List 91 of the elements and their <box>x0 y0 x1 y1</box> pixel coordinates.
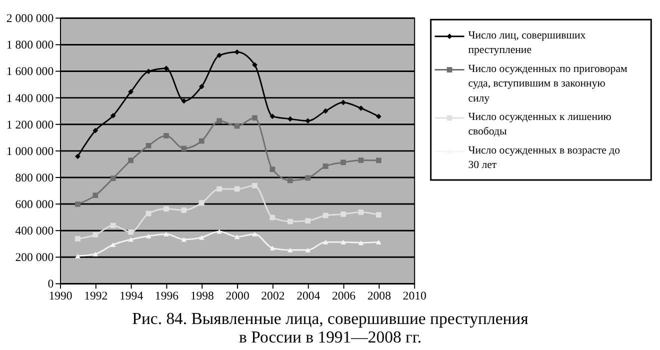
point <box>340 211 346 217</box>
y-tick-label: 1 200 000 <box>6 117 54 132</box>
point <box>110 176 116 182</box>
y-tick-label: 800 000 <box>15 170 54 184</box>
point <box>181 237 187 242</box>
point <box>75 236 80 242</box>
point <box>252 62 258 68</box>
x-tick-label: 2006 <box>332 288 356 302</box>
point <box>110 222 116 228</box>
point <box>340 160 346 166</box>
legend-label: Число осужденных к лишению свободы <box>468 110 612 138</box>
point <box>252 232 258 236</box>
y-tick-label: 0 <box>48 276 54 291</box>
point <box>287 178 293 184</box>
point <box>128 237 134 242</box>
point <box>92 232 98 238</box>
point <box>322 108 328 114</box>
point <box>270 114 276 120</box>
legend-label: Число лиц, совершивших преступление <box>468 29 586 56</box>
point <box>305 218 311 224</box>
point <box>75 254 80 258</box>
point <box>358 240 364 246</box>
point <box>234 234 240 240</box>
point <box>216 52 222 58</box>
x-tick-label: 2000 <box>226 288 250 302</box>
point <box>110 242 116 248</box>
point <box>358 158 364 163</box>
y-tick-label: 600 000 <box>15 196 54 211</box>
point <box>181 146 187 152</box>
point <box>252 115 258 121</box>
point <box>128 158 134 164</box>
y-tick-label: 1 000 000 <box>6 144 54 158</box>
point <box>376 114 382 120</box>
point <box>305 248 311 252</box>
point <box>92 128 98 134</box>
y-tick-label: 200 000 <box>15 250 54 264</box>
point <box>287 218 293 224</box>
x-tick-label: 1996 <box>154 288 179 302</box>
point <box>181 208 187 213</box>
point <box>376 212 382 218</box>
x-tick-label: 2010 <box>402 288 426 302</box>
point <box>164 206 169 212</box>
point <box>322 240 328 244</box>
point <box>358 209 364 215</box>
point <box>198 200 204 206</box>
point <box>164 133 169 138</box>
point <box>128 229 134 235</box>
point <box>287 116 293 122</box>
point <box>110 112 116 118</box>
point <box>198 84 204 90</box>
point <box>146 234 152 238</box>
point <box>198 235 204 240</box>
point <box>376 240 382 244</box>
legend-label: Число осужденных в возрасте до 30 лет <box>468 144 620 172</box>
x-tick-label: 1992 <box>84 288 108 302</box>
point <box>92 192 98 198</box>
point <box>216 229 222 234</box>
x-tick-label: 2002 <box>261 288 285 302</box>
point <box>128 89 134 94</box>
y-tick-label: 1 400 000 <box>6 90 54 105</box>
point <box>287 248 293 252</box>
point <box>216 186 222 192</box>
legend-label: Число осужденных по приговорам суда, вступившим в законную силу <box>468 62 628 104</box>
x-tick-label: 1998 <box>190 288 214 302</box>
point <box>198 138 204 144</box>
x-tick-label: 1994 <box>120 288 144 302</box>
point <box>75 154 80 160</box>
point <box>358 106 364 111</box>
point <box>92 252 98 256</box>
point <box>376 158 382 164</box>
x-tick-label: 2008 <box>367 288 392 302</box>
text: Рис. 84. Выявленные лица, совершившие преступления в России в 1991—2008 гг. <box>132 309 529 347</box>
point <box>270 246 276 250</box>
point <box>216 118 222 124</box>
point <box>322 212 328 218</box>
point <box>305 175 311 181</box>
y-tick-label: 1 600 000 <box>6 64 54 78</box>
point <box>164 232 169 236</box>
point <box>146 142 152 148</box>
y-tick-label: 400 000 <box>15 224 54 238</box>
point <box>75 202 80 207</box>
point <box>305 118 311 124</box>
point <box>322 164 328 169</box>
point <box>181 98 187 104</box>
y-tick-label: 1 800 000 <box>6 38 54 52</box>
point <box>252 182 258 188</box>
y-tick-label: 2 000 000 <box>6 11 54 26</box>
x-tick-label: 1990 <box>48 288 72 302</box>
x-tick-label: 2004 <box>296 288 320 302</box>
point <box>340 240 346 244</box>
point <box>270 166 276 172</box>
